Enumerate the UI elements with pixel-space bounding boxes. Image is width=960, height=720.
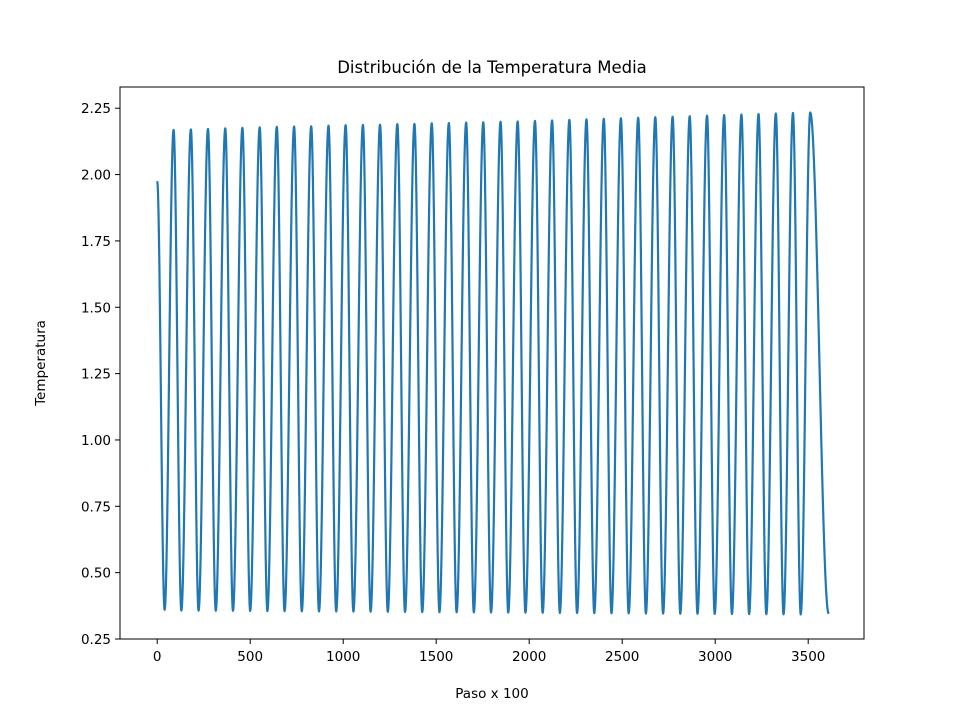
- y-axis: 0.25 0.50 0.75 1.00 1.25 1.50 1.75 2.00 2.25: [81, 101, 120, 648]
- y-axis-label: Temperatura: [33, 320, 49, 407]
- x-tick-label: 0: [153, 649, 162, 665]
- axes-frame: [119, 86, 865, 640]
- y-tick-label: 2.00: [81, 168, 111, 184]
- x-tick-label: 2500: [605, 649, 639, 665]
- y-tick-label: 0.50: [81, 566, 111, 582]
- y-tick-label: 1.25: [81, 367, 111, 383]
- x-axis: 0 500 1000 1500 2000 2500 3000 3500: [153, 639, 825, 665]
- y-tick-label: 2.25: [81, 101, 111, 117]
- x-tick-label: 2000: [512, 649, 546, 665]
- y-tick-label: 0.75: [81, 499, 111, 515]
- series-line: [156, 111, 830, 616]
- y-tick-label: 1.00: [81, 433, 111, 449]
- y-tick-label: 1.50: [81, 300, 111, 316]
- x-axis-label: Paso x 100: [455, 686, 528, 702]
- chart-title: Distribución de la Temperatura Media: [337, 58, 647, 77]
- plot-area: [119, 86, 865, 640]
- y-tick-label: 1.75: [81, 234, 111, 250]
- x-tick-label: 3000: [698, 649, 732, 665]
- x-tick-label: 500: [237, 649, 263, 665]
- x-tick-label: 3500: [791, 649, 825, 665]
- x-tick-label: 1500: [419, 649, 453, 665]
- x-tick-label: 1000: [326, 649, 360, 665]
- y-tick-label: 0.25: [81, 632, 111, 648]
